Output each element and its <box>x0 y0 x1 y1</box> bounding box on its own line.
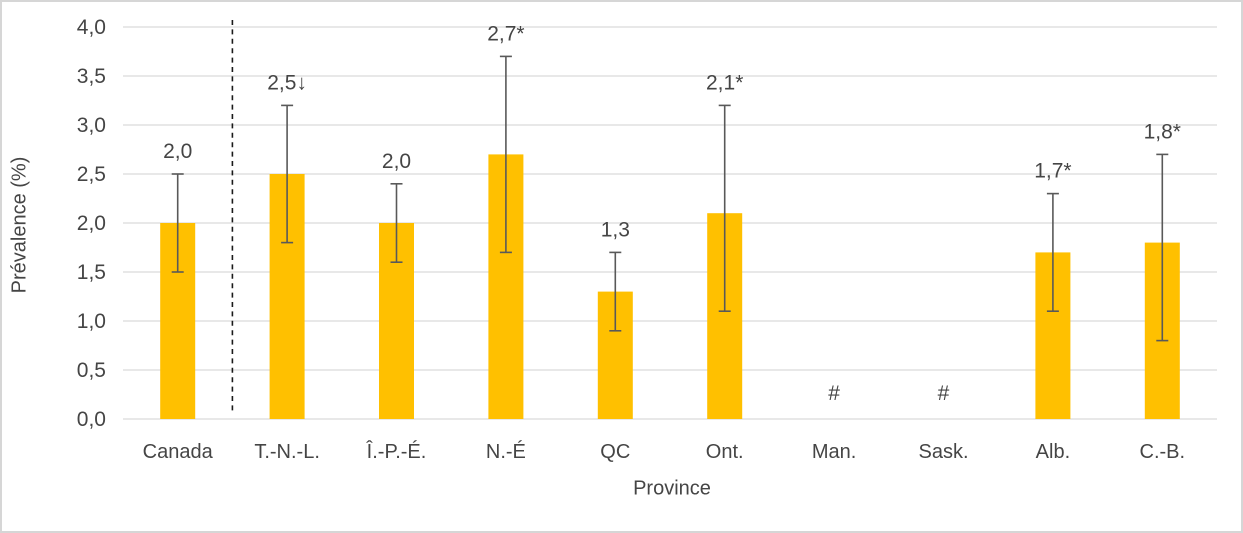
data-label: 1,7* <box>1034 160 1071 183</box>
y-tick-label: 0,0 <box>77 408 106 431</box>
x-tick-label: T.-N.-L. <box>254 441 320 463</box>
data-label: 1,8* <box>1144 120 1181 143</box>
y-tick-label: 2,0 <box>77 212 106 235</box>
y-tick-label: 1,0 <box>77 310 106 333</box>
x-tick-label: Man. <box>812 441 856 463</box>
x-tick-label: Canada <box>143 441 214 463</box>
x-tick-label: N.-É <box>486 440 526 463</box>
data-label: 2,0 <box>163 140 192 163</box>
y-tick-label: 1,5 <box>77 261 106 284</box>
y-axis-title: Prévalence (%) <box>8 156 31 294</box>
x-tick-label: Sask. <box>918 441 968 463</box>
y-tick-label: 2,5 <box>77 163 106 186</box>
x-axis-title: Province <box>633 477 711 500</box>
suppressed-data-label: # <box>938 382 950 405</box>
data-label: 2,7* <box>487 22 524 45</box>
y-tick-label: 0,5 <box>77 359 106 382</box>
y-tick-label: 4,0 <box>77 16 106 39</box>
x-tick-label: Î.-P.-É. <box>366 440 427 463</box>
x-tick-label: QC <box>600 441 630 463</box>
x-tick-label: Ont. <box>706 441 744 463</box>
y-tick-label: 3,5 <box>77 65 106 88</box>
x-tick-label: C.-B. <box>1140 441 1186 463</box>
suppressed-data-label: # <box>828 382 840 405</box>
y-tick-label: 3,0 <box>77 114 106 137</box>
data-label: 2,0 <box>382 150 411 173</box>
data-label: 1,3 <box>601 218 630 241</box>
x-tick-label: Alb. <box>1036 441 1070 463</box>
data-label: 2,5↓ <box>267 71 307 94</box>
data-label: 2,1* <box>706 71 743 94</box>
